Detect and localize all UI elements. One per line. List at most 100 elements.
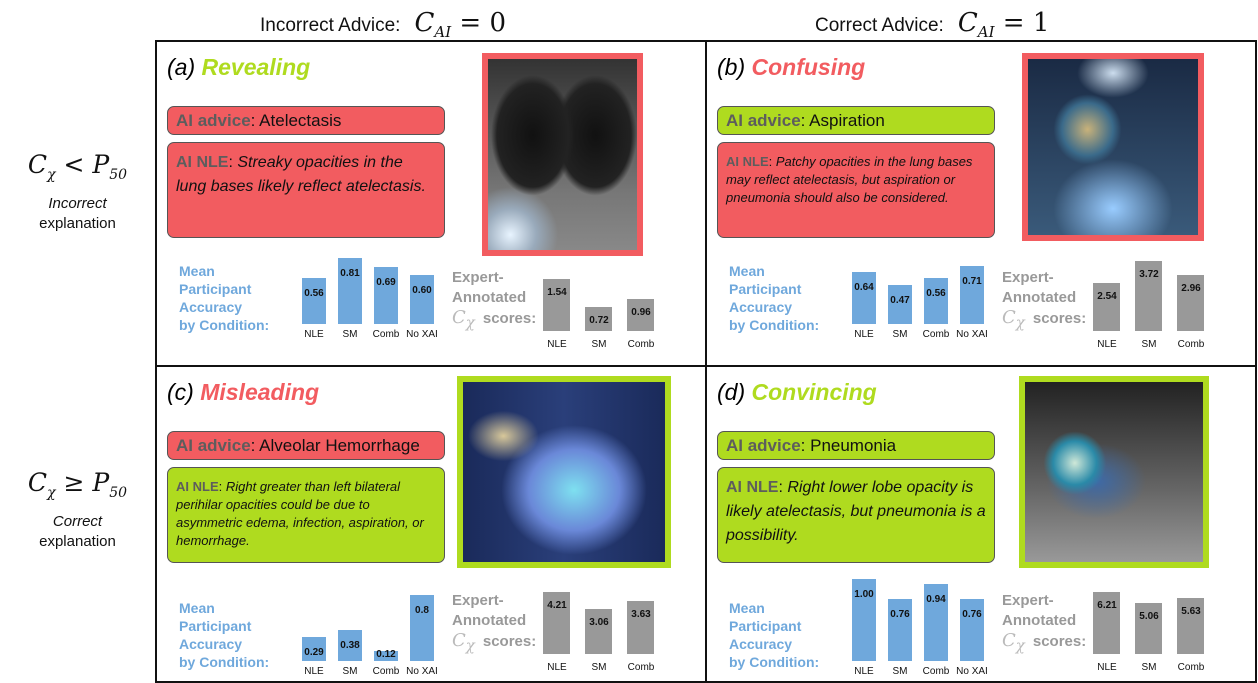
accuracy-label-line: Mean <box>729 600 765 616</box>
accuracy-bar-no-xai <box>410 274 434 324</box>
saliency-map-overlay <box>1025 382 1203 562</box>
expert-bar-sm <box>1135 603 1162 654</box>
panel-title: (b) Confusing <box>717 54 865 81</box>
saliency-map-overlay <box>1028 59 1198 235</box>
expert-label-line: Annotated <box>1002 612 1077 629</box>
panel-letter: (a) <box>167 54 196 80</box>
math-rel: ≥ <box>63 468 85 497</box>
xray-image <box>1022 53 1204 241</box>
column-header: Correct Advice: CAI = 1 <box>815 8 1049 41</box>
accuracy-bar-category: Comb <box>922 329 950 340</box>
expert-bar-category: NLE <box>1097 662 1117 673</box>
panel-title-text: Revealing <box>201 54 311 80</box>
math-sub: χ <box>47 485 56 501</box>
ai-nle-value: Streaky opacities in the lung bases like… <box>176 154 426 195</box>
math-base: C <box>1002 630 1016 651</box>
accuracy-bar-value: 0.81 <box>340 267 360 279</box>
expert-bar-value: 5.63 <box>1181 605 1201 617</box>
expert-label-line: Annotated <box>452 289 527 306</box>
accuracy-bar-category: Comb <box>372 666 400 677</box>
expert-bar-sm <box>1135 261 1162 331</box>
expert-bar-nle <box>1093 592 1120 654</box>
accuracy-label: Mean Participant Accuracy by Condition: <box>179 599 269 671</box>
expert-label-scores: scores: <box>482 633 537 650</box>
ai-advice-value: Pneumonia <box>810 436 897 455</box>
ai-nle-box: AI NLE: Right greater than left bilatera… <box>167 467 445 563</box>
accuracy-bar-nle <box>302 637 326 661</box>
expert-bar-value: 0.72 <box>589 314 609 326</box>
expert-bar-comb <box>627 298 654 331</box>
ai-nle-box: AI NLE: Streaky opacities in the lung ba… <box>167 142 445 238</box>
accuracy-bar-sm <box>338 629 362 661</box>
expert-label-scores: scores: <box>482 310 537 327</box>
panel-title-text: Convincing <box>751 379 877 405</box>
accuracy-bar-category: No XAI <box>956 666 988 677</box>
accuracy-label-line: Participant <box>729 618 802 634</box>
row-label-line1: Incorrect <box>48 195 107 212</box>
xray-image <box>1019 376 1209 568</box>
accuracy-label-line: Mean <box>179 263 215 279</box>
accuracy-label: Mean Participant Accuracy by Condition: <box>729 599 819 671</box>
math-sub: AI <box>434 23 452 42</box>
accuracy-bar-value: 0.76 <box>890 608 910 620</box>
accuracy-bar-category: Comb <box>922 666 950 677</box>
row-label-line2: explanation <box>39 533 116 550</box>
panel-letter: (c) <box>167 379 194 405</box>
accuracy-bar-category: SM <box>892 666 908 677</box>
expert-label-line: Expert- <box>1002 592 1054 609</box>
math-sub: χ <box>47 167 56 183</box>
row-label: Cχ ≥ P50 Correct explanation <box>0 468 155 550</box>
expert-label-line: Annotated <box>452 612 527 629</box>
accuracy-bar-category: NLE <box>854 666 874 677</box>
cx-math: Cχ <box>452 630 475 655</box>
accuracy-bar-category: NLE <box>854 329 874 340</box>
accuracy-label-line: by Condition: <box>729 317 820 333</box>
accuracy-label-line: Accuracy <box>729 299 793 315</box>
panel-title: (d) Convincing <box>717 379 877 406</box>
column-header-math: CAI = 1 <box>958 8 1050 41</box>
panel-title-text: Confusing <box>751 54 866 80</box>
panel-letter: (b) <box>717 54 746 80</box>
accuracy-bar-value: 0.47 <box>890 295 910 307</box>
expert-bar-category: Comb <box>1177 662 1205 673</box>
ai-advice-key: AI advice <box>726 436 801 455</box>
accuracy-bar-value: 0.8 <box>415 605 429 617</box>
cx-math: Cχ <box>452 307 475 332</box>
column-header-label: Incorrect Advice: <box>260 15 401 36</box>
accuracy-label: Mean Participant Accuracy by Condition: <box>179 262 269 334</box>
math-rhs-sub: 50 <box>109 167 128 183</box>
expert-bar-value: 0.96 <box>631 306 651 318</box>
ai-advice-box: AI advice: Pneumonia <box>717 431 995 460</box>
accuracy-bar-value: 0.71 <box>962 275 982 287</box>
accuracy-bar-value: 1.00 <box>854 589 874 600</box>
expert-label: Expert- Annotated Cχ scores: <box>452 591 536 656</box>
expert-label: Expert- Annotated Cχ scores: <box>1002 591 1086 656</box>
panel-title: (a) Revealing <box>167 54 310 81</box>
ai-advice-key: AI advice <box>176 111 251 130</box>
expert-label-scores: scores: <box>1032 310 1087 327</box>
accuracy-label: Mean Participant Accuracy by Condition: <box>729 262 819 334</box>
expert-bar-value: 3.06 <box>589 616 609 628</box>
row-label-line1: Correct <box>52 513 103 530</box>
accuracy-bar-no-xai <box>410 595 434 661</box>
saliency-map-overlay <box>488 59 637 250</box>
accuracy-bar-value: 0.56 <box>926 288 946 300</box>
accuracy-label-line: Accuracy <box>729 636 793 652</box>
ai-nle-key: AI NLE <box>726 154 769 169</box>
accuracy-bar-value: 0.76 <box>962 608 982 620</box>
accuracy-bar-nle <box>852 271 876 324</box>
math-rhs: P <box>92 468 110 497</box>
expert-bar-value: 1.54 <box>547 287 567 298</box>
expert-bar-category: NLE <box>547 339 567 350</box>
column-header-label: Correct Advice: <box>815 15 944 36</box>
accuracy-bar-category: SM <box>892 329 908 340</box>
column-header-math: CAI = 0 <box>414 8 506 42</box>
accuracy-label-line: Participant <box>179 281 252 297</box>
panel-b: (b) Confusing AI advice: Aspiration AI NLE… <box>705 40 1257 367</box>
xray-image <box>457 376 671 568</box>
panel-title-text: Misleading <box>200 379 320 405</box>
expert-label: Expert- Annotated Cχ scores: <box>1002 268 1086 333</box>
expert-bar-nle <box>543 592 570 654</box>
ai-nle-key: AI NLE <box>176 479 219 494</box>
xray-image <box>482 53 643 256</box>
